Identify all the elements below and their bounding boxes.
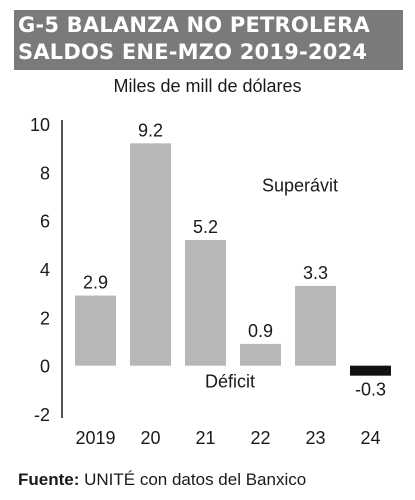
x-tick-label: 21 — [195, 428, 215, 448]
source-note: Fuente: UNITÉ con datos del Banxico — [18, 470, 306, 490]
data-label-2019: 2.9 — [83, 273, 108, 293]
x-tick-label: 20 — [140, 428, 160, 448]
data-label-24: -0.3 — [355, 380, 386, 400]
bar-20 — [130, 143, 171, 366]
bar-24 — [350, 365, 391, 376]
y-tick-label: 0 — [40, 357, 50, 377]
data-label-22: 0.9 — [248, 321, 273, 341]
y-tick-label: 4 — [40, 260, 50, 280]
annotation-deficit: Déficit — [205, 371, 255, 391]
y-tick-label: -2 — [34, 405, 50, 425]
x-tick-label: 23 — [305, 428, 325, 448]
data-label-20: 9.2 — [138, 120, 163, 140]
x-tick-label: 24 — [360, 428, 380, 448]
x-tick-label: 2019 — [75, 428, 115, 448]
y-tick-label: 8 — [40, 163, 50, 183]
bar-23 — [295, 285, 336, 366]
bar-2019 — [75, 295, 116, 366]
data-label-21: 5.2 — [193, 217, 218, 237]
y-tick-label: 2 — [40, 308, 50, 328]
source-label: Fuente: — [18, 470, 80, 489]
data-label-23: 3.3 — [303, 263, 328, 283]
source-text: UNITÉ con datos del Banxico — [84, 470, 307, 489]
chart-title-line-2: SALDOS ENE-MZO 2019-2024 — [18, 40, 368, 64]
annotation-superavit: Superávit — [262, 176, 338, 196]
title-banner — [14, 10, 403, 70]
bar-21 — [185, 240, 226, 366]
bar-chart: 1086420-22.920199.2205.2210.9223.323-0.3… — [30, 115, 391, 448]
chart-subtitle: Miles de mill de dólares — [113, 76, 302, 96]
chart-title-line-1: G-5 BALANZA NO PETROLERA — [18, 13, 370, 37]
y-tick-label: 10 — [30, 115, 50, 135]
y-tick-label: 6 — [40, 212, 50, 232]
x-tick-label: 22 — [250, 428, 270, 448]
bar-22 — [240, 343, 281, 366]
